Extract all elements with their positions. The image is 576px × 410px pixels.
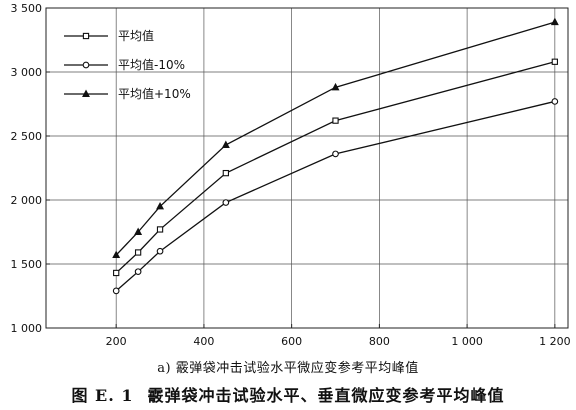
square-marker	[82, 32, 90, 40]
circle-marker	[156, 247, 164, 255]
x-tick-label: 600	[281, 335, 302, 348]
plot-frame	[45, 7, 569, 329]
x-tick-label: 800	[369, 335, 390, 348]
triangle-marker	[112, 250, 121, 259]
y-tick-label: 1 500	[11, 258, 43, 271]
square-marker	[156, 226, 164, 233]
grid	[46, 7, 568, 329]
figure-title: 霰弹袋冲击试验水平、垂直微应变参考平均峰值	[147, 386, 505, 405]
legend-item: 平均值	[64, 28, 154, 43]
series	[112, 98, 559, 295]
x-tick-label: 400	[193, 335, 214, 348]
square-marker	[134, 249, 142, 256]
y-axis: 1 000 1 500 2 000 2 500 3 000 3 500	[11, 2, 50, 335]
triangle-marker	[156, 201, 165, 210]
triangle-marker	[550, 17, 559, 26]
x-axis: 200 400 600 800 1 000 1 200	[106, 324, 571, 348]
circle-marker	[134, 268, 142, 276]
series-line	[115, 100, 555, 292]
y-tick-label: 2 500	[11, 130, 43, 143]
y-tick-label: 1 000	[11, 322, 43, 335]
circle-marker	[112, 287, 120, 295]
series-group	[112, 17, 559, 295]
triangle-marker	[221, 140, 230, 148]
series-line	[115, 61, 556, 274]
square-marker	[332, 117, 339, 124]
circle-marker	[332, 150, 339, 158]
line-chart: 1 000 1 500 2 000 2 500 3 000 3 500 200 400 600…	[11, 2, 571, 348]
legend-label: 平均值	[118, 28, 154, 43]
legend-label: 平均值-10%	[118, 57, 185, 72]
sub-caption: a) 霰弹袋冲击试验水平微应变参考平均峰值	[157, 361, 419, 376]
figure-caption: 图 E. 1 霰弹袋冲击试验水平、垂直微应变参考平均峰值	[0, 382, 576, 406]
circle-marker	[82, 61, 90, 69]
series-line	[115, 21, 556, 256]
square-marker	[551, 58, 558, 65]
circle-marker	[222, 199, 230, 206]
x-tick-label: 200	[106, 335, 127, 348]
circle-marker	[551, 98, 559, 105]
square-marker	[222, 169, 229, 177]
x-tick-label: 1 200	[539, 335, 571, 348]
y-tick-label: 3 500	[11, 2, 43, 15]
triangle-marker	[134, 227, 143, 236]
x-tick-label: 1 000	[451, 335, 483, 348]
y-tick-label: 3 000	[11, 66, 43, 79]
square-marker	[113, 269, 120, 277]
series	[112, 17, 559, 259]
triangle-marker	[82, 89, 90, 97]
triangle-marker	[331, 82, 340, 91]
y-tick-label: 2 000	[11, 194, 43, 207]
legend-label: 平均值+10%	[118, 86, 191, 101]
series	[113, 58, 558, 277]
legend-item: 平均值-10%	[64, 57, 185, 72]
legend-item: 平均值+10%	[64, 86, 191, 101]
figure-number: 图 E. 1	[71, 386, 134, 405]
